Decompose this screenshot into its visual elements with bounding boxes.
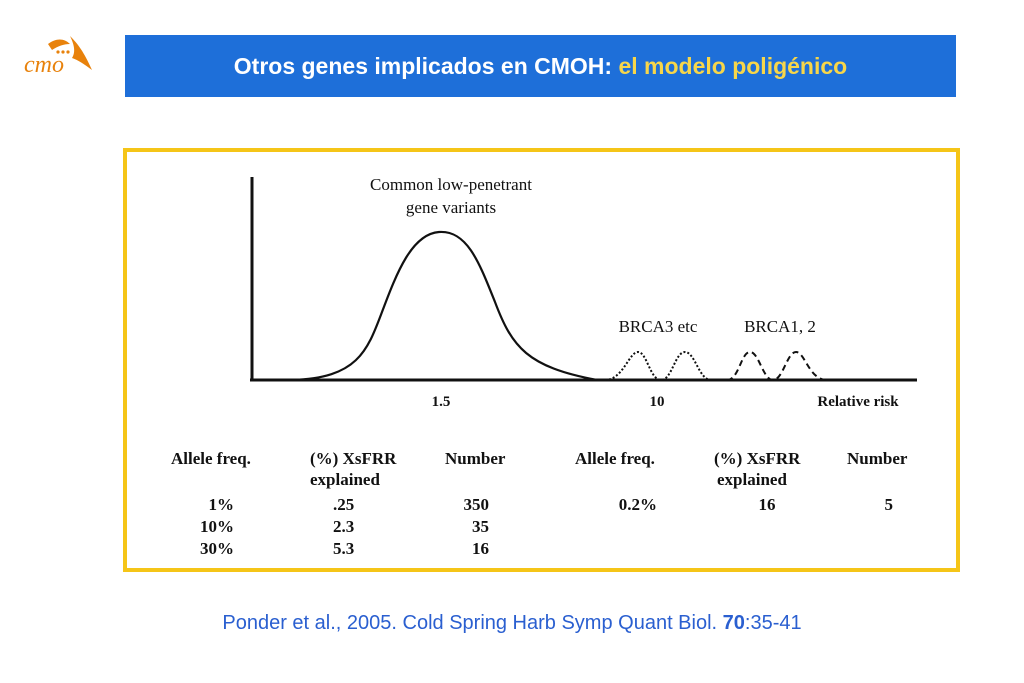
table-right: Allele freq. (%) XsFRR explained Number … [575,449,908,514]
table-left-row3-number: 16 [472,539,489,558]
brca12-curve [726,350,828,382]
table-right-header-allele: Allele freq. [575,449,655,468]
table-left-header-allele: Allele freq. [171,449,251,468]
tick-label-1-5: 1.5 [432,394,451,410]
title-bar: Otros genes implicados en CMOH: el model… [125,35,956,97]
common-variants-curve [291,230,598,382]
table-right-row1-freq: 0.2% [619,495,657,514]
table-left-row1-frr: .25 [333,495,354,514]
table-right-row1-frr: 16 [759,495,776,514]
table-right-header-explained: explained [717,470,787,489]
logo-text: cmo [24,52,64,78]
brca3-label: BRCA3 etc [619,317,698,336]
cmo-logo: cmo [18,30,98,82]
table-left-row2-number: 35 [472,517,489,536]
citation: Ponder et al., 2005. Cold Spring Harb Sy… [0,612,1024,635]
axis-label-relative-risk: Relative risk [817,394,899,410]
tick-label-10: 10 [650,394,665,410]
swimmer-icon [48,36,92,70]
table-left-row1-freq: 1% [209,495,235,514]
brca3-curve [604,350,712,382]
table-left-header-explained: explained [310,470,380,489]
table-left-row2-frr: 2.3 [333,517,354,536]
slide-title: Otros genes implicados en CMOH: el model… [234,53,847,80]
table-left-row1-number: 350 [464,495,490,514]
common-variants-label-2: gene variants [406,198,496,217]
brca12-label: BRCA1, 2 [744,317,816,336]
figure-frame: Common low-penetrant gene variants BRCA3… [123,148,960,572]
table-left: Allele freq. (%) XsFRR explained Number … [171,449,506,558]
table-left-header-xsfrr: (%) XsFRR [310,449,397,468]
citation-pages: :35-41 [744,612,802,634]
citation-volume: 70 [722,612,745,634]
table-right-header-xsfrr: (%) XsFRR [714,449,801,468]
table-left-row2-freq: 10% [200,517,234,536]
table-right-header-number: Number [847,449,908,468]
polygenic-diagram: Common low-penetrant gene variants BRCA3… [171,175,917,558]
table-left-row3-freq: 30% [200,539,234,558]
table-left-header-number: Number [445,449,506,468]
citation-prefix: Ponder et al., 2005. Cold Spring Harb Sy… [222,612,723,634]
common-variants-label: Common low-penetrant [370,175,532,194]
title-main: Otros genes implicados en CMOH: [233,52,613,79]
title-highlight: el modelo poligénico [618,52,848,79]
table-left-row3-frr: 5.3 [333,539,354,558]
table-right-row1-number: 5 [885,495,894,514]
